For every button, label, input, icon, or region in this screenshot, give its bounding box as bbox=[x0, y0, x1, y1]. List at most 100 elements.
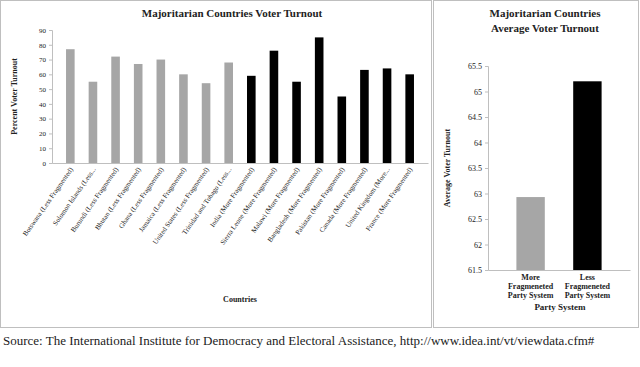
bar bbox=[179, 74, 188, 163]
tick-label: 64 bbox=[474, 139, 482, 148]
plot-area bbox=[66, 37, 414, 163]
chart-title: Majoritarian Countries Average Voter Turn… bbox=[490, 7, 602, 34]
bar bbox=[315, 37, 324, 163]
text-line: More bbox=[521, 273, 540, 282]
tick-mark bbox=[49, 89, 52, 90]
tick-label: France (More Fragmented) bbox=[364, 165, 414, 232]
source-note: Source: The International Institute for … bbox=[3, 333, 595, 348]
bar bbox=[66, 49, 75, 163]
tick-label: 65 bbox=[474, 88, 482, 97]
tick: 65 bbox=[474, 88, 488, 97]
tick: 65.5 bbox=[468, 62, 488, 71]
x-axis: Botswana (Less Fragmented)Solomon Island… bbox=[21, 164, 428, 247]
bar bbox=[516, 197, 544, 270]
tick-label: 50 bbox=[39, 86, 47, 94]
tick: 60 bbox=[39, 71, 52, 79]
tick-mark bbox=[485, 219, 488, 220]
y-axis-title: Average Voter Turnout bbox=[443, 128, 452, 207]
tick-label: 62.5 bbox=[468, 215, 482, 224]
tick-label: 30 bbox=[39, 115, 47, 123]
tick-mark bbox=[49, 74, 52, 75]
tick-mark bbox=[485, 245, 488, 246]
text-line: Majoritarian Countries Voter Turnout bbox=[142, 7, 323, 19]
tick-label: 20 bbox=[39, 130, 47, 138]
bar bbox=[270, 51, 279, 163]
tick-mark bbox=[485, 143, 488, 144]
panel-frame bbox=[434, 1, 639, 328]
bar bbox=[247, 76, 256, 163]
text-line: Average Voter Turnout bbox=[491, 22, 599, 34]
bar bbox=[224, 63, 233, 163]
tick-label: 63 bbox=[474, 190, 482, 199]
tick-mark bbox=[49, 45, 52, 46]
tick-label: 40 bbox=[39, 101, 47, 109]
tick-label: LessFragmenetedParty System bbox=[565, 273, 611, 300]
axis-line bbox=[49, 31, 53, 164]
tick: 64 bbox=[474, 139, 488, 148]
y-axis-title: Percent Voter Turnout bbox=[10, 58, 19, 135]
axis-line bbox=[485, 67, 489, 271]
tick-mark bbox=[485, 66, 488, 67]
bar bbox=[134, 64, 143, 163]
tick: LessFragmenetedParty System bbox=[565, 273, 611, 300]
bar bbox=[89, 82, 98, 163]
y-axis: 61.56262.56363.56464.56565.5 bbox=[468, 62, 489, 275]
tick-mark bbox=[49, 104, 52, 105]
tick: 63.5 bbox=[468, 164, 488, 173]
chart-panel: 0 10 20 30 40 50 60 70 80 90 Botswana (Less Fragme… bbox=[10, 7, 429, 304]
tick-mark bbox=[485, 117, 488, 118]
tick: 62.5 bbox=[468, 215, 488, 224]
tick-label: 65.5 bbox=[468, 62, 482, 71]
tick-label: 70 bbox=[39, 56, 47, 64]
tick: 40 bbox=[39, 101, 52, 109]
tick-label: 10 bbox=[39, 145, 47, 153]
tick-label: 80 bbox=[39, 42, 47, 50]
tick-label: 63.5 bbox=[468, 164, 482, 173]
x-axis-title: Party System bbox=[534, 302, 586, 312]
text-line: Source: The International Institute for … bbox=[3, 333, 595, 348]
text-line: Party System bbox=[508, 291, 554, 300]
tick-mark bbox=[49, 148, 52, 149]
bar bbox=[202, 83, 211, 163]
tick-mark bbox=[49, 30, 52, 31]
tick-mark bbox=[485, 92, 488, 93]
chart-root: 0 10 20 30 40 50 60 70 80 90 Botswana (Less Fragme… bbox=[0, 0, 640, 367]
tick-label: 60 bbox=[39, 71, 47, 79]
tick-mark bbox=[49, 60, 52, 61]
tick-label: 62 bbox=[474, 241, 482, 250]
tick: 50 bbox=[39, 86, 52, 94]
tick-mark bbox=[485, 168, 488, 169]
tick: 90 bbox=[39, 27, 52, 35]
x-axis-title: Countries bbox=[223, 295, 257, 304]
tick: 62 bbox=[474, 241, 488, 250]
bar bbox=[157, 60, 166, 163]
chart-title: Majoritarian Countries Voter Turnout bbox=[142, 7, 323, 19]
tick-label: 64.5 bbox=[468, 113, 482, 122]
text-line: Fragmeneted bbox=[508, 282, 554, 291]
tick-label: 0 bbox=[43, 160, 47, 168]
axis-line bbox=[53, 163, 429, 164]
tick-mark bbox=[49, 163, 52, 164]
tick: 20 bbox=[39, 130, 52, 138]
tick-mark bbox=[49, 119, 52, 120]
y-axis: 0 10 20 30 40 50 60 70 80 90 bbox=[39, 27, 53, 168]
tick: France (More Fragmented) bbox=[364, 165, 414, 232]
tick: MoreFragmenetedParty System bbox=[508, 273, 554, 300]
tick-mark bbox=[49, 133, 52, 134]
text-line: Fragmeneted bbox=[565, 282, 611, 291]
tick: 80 bbox=[39, 42, 52, 50]
bar bbox=[292, 82, 301, 163]
tick-mark bbox=[485, 194, 488, 195]
text-line: Less bbox=[580, 273, 595, 282]
bar bbox=[573, 81, 601, 270]
tick-label: Solomon Islands (Less... bbox=[51, 166, 97, 227]
plot-area bbox=[516, 81, 601, 270]
x-axis: MoreFragmenetedParty SystemLessFragmenet… bbox=[489, 271, 631, 301]
tick: Solomon Islands (Less... bbox=[51, 166, 97, 227]
tick: 0 bbox=[43, 160, 53, 168]
tick: 10 bbox=[39, 145, 52, 153]
tick: 64.5 bbox=[468, 113, 488, 122]
bar bbox=[111, 57, 120, 163]
text-line: Majoritarian Countries bbox=[490, 7, 602, 19]
chart-panel: 61.56262.56363.56464.56565.5MoreFragmene… bbox=[443, 7, 631, 312]
